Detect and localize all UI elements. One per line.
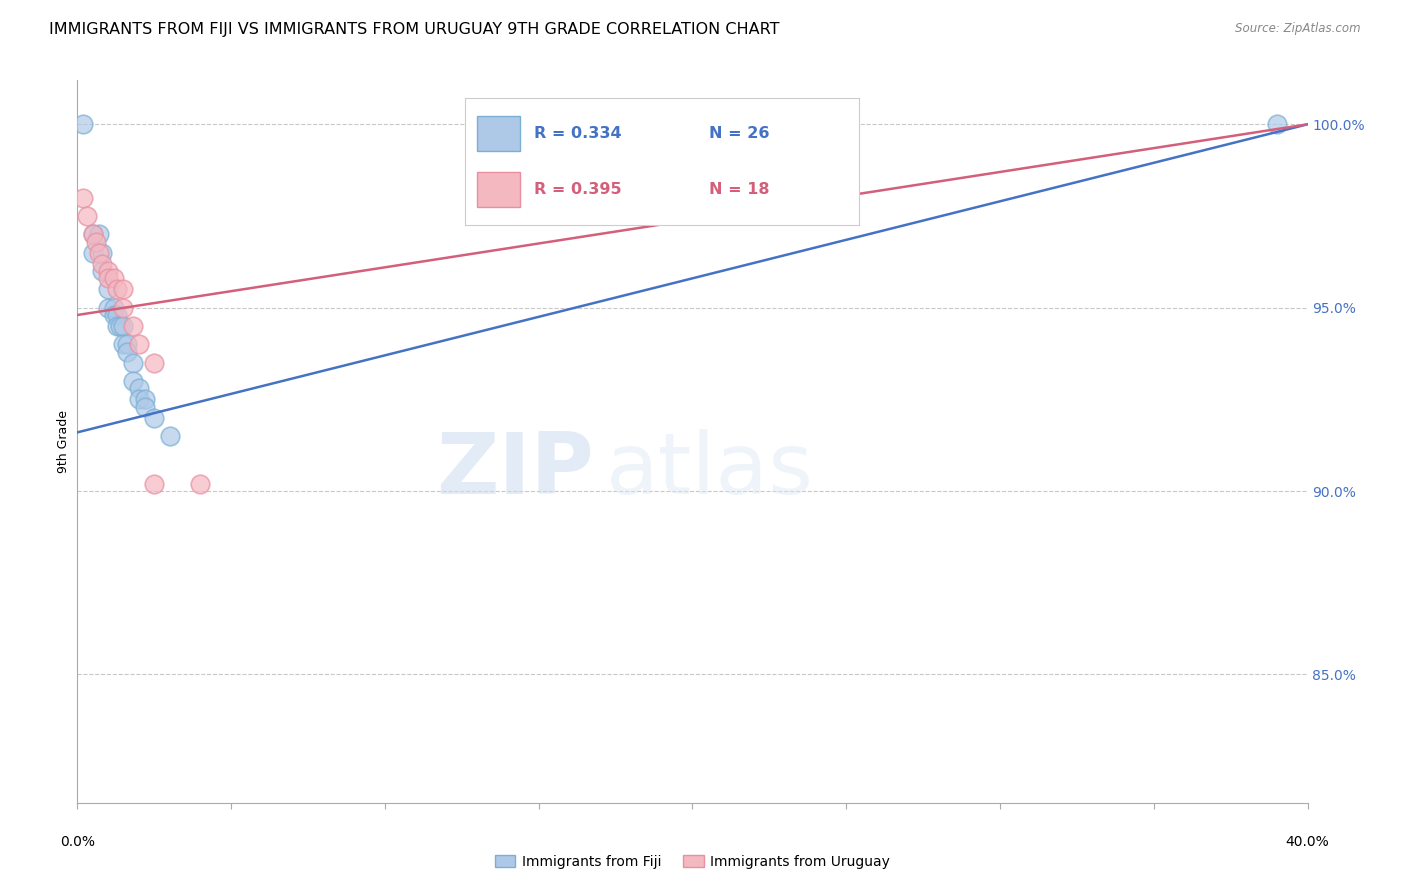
Point	[90, 245, 114, 260]
Point	[87, 245, 110, 260]
Point	[105, 308, 128, 322]
Point	[128, 381, 150, 395]
Point	[84, 235, 107, 249]
Point	[121, 356, 143, 370]
Text: 40.0%: 40.0%	[1285, 835, 1330, 849]
Point	[110, 318, 132, 333]
Point	[159, 429, 181, 443]
Point	[112, 318, 135, 333]
Point	[82, 227, 104, 242]
Point	[134, 392, 156, 407]
Text: Source: ZipAtlas.com: Source: ZipAtlas.com	[1236, 22, 1361, 36]
Point	[115, 344, 138, 359]
Point	[90, 264, 114, 278]
Text: atlas: atlas	[606, 429, 814, 512]
Point	[128, 337, 150, 351]
Point	[97, 301, 120, 315]
Legend: Immigrants from Fiji, Immigrants from Uruguay: Immigrants from Fiji, Immigrants from Ur…	[489, 849, 896, 874]
Point	[82, 245, 104, 260]
Point	[103, 271, 125, 285]
Point	[188, 476, 212, 491]
Point	[558, 117, 581, 131]
Point	[105, 318, 128, 333]
Point	[97, 282, 120, 296]
Point	[121, 318, 143, 333]
Point	[72, 191, 94, 205]
Point	[90, 257, 114, 271]
Point	[103, 308, 125, 322]
Point	[121, 374, 143, 388]
Point	[87, 227, 110, 242]
Text: 0.0%: 0.0%	[60, 835, 94, 849]
Text: IMMIGRANTS FROM FIJI VS IMMIGRANTS FROM URUGUAY 9TH GRADE CORRELATION CHART: IMMIGRANTS FROM FIJI VS IMMIGRANTS FROM …	[49, 22, 780, 37]
Point	[82, 227, 104, 242]
Point	[112, 301, 135, 315]
Text: ZIP: ZIP	[436, 429, 595, 512]
Y-axis label: 9th Grade: 9th Grade	[58, 410, 70, 473]
Point	[128, 392, 150, 407]
Point	[97, 271, 120, 285]
Point	[105, 282, 128, 296]
Point	[72, 117, 94, 131]
Point	[143, 476, 166, 491]
Point	[134, 400, 156, 414]
Point	[143, 356, 166, 370]
Point	[1265, 117, 1288, 131]
Point	[112, 337, 135, 351]
Point	[143, 410, 166, 425]
Point	[103, 301, 125, 315]
Point	[112, 282, 135, 296]
Point	[115, 337, 138, 351]
Point	[76, 209, 98, 223]
Point	[97, 264, 120, 278]
